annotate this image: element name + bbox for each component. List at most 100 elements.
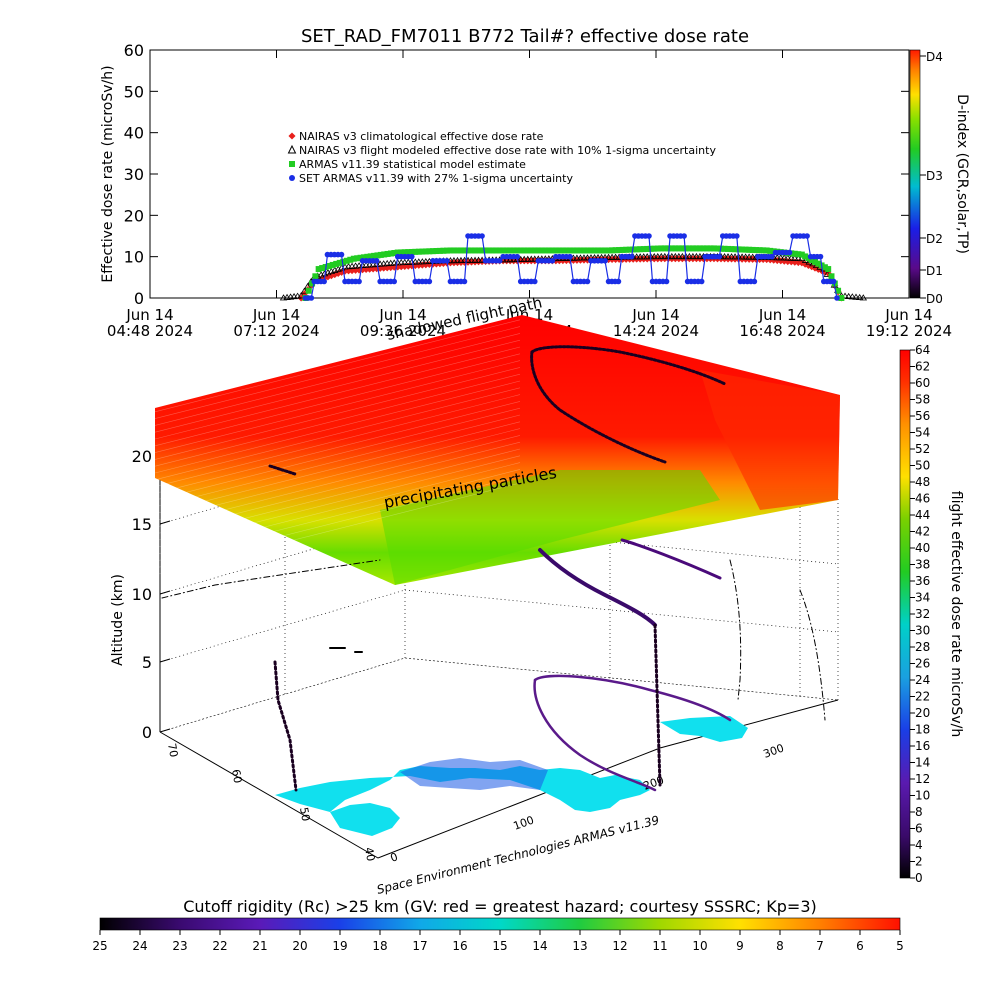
point-armas-model [647, 245, 654, 252]
point-set-armas [698, 278, 705, 285]
point-armas-model [626, 246, 633, 253]
x-tick-time: 19:12 2024 [866, 322, 952, 340]
point-armas-model [623, 246, 630, 253]
slab-stripe [154, 462, 521, 555]
point-armas-model [714, 245, 721, 252]
y-tick-label: 30 [124, 165, 144, 184]
point-armas-model [633, 246, 640, 253]
point-armas-model [668, 245, 675, 252]
altitude-axis-label: Altitude (km) [110, 574, 126, 666]
cutoff-rigidity-colorbar-panel: Cutoff rigidity (Rc) >25 km (GV: red = g… [92, 897, 903, 953]
dose-colorbar-tick-label: 50 [915, 459, 930, 473]
d-index-axis: D0 D1 D2 D3 D4 [920, 50, 943, 306]
point-armas-model [507, 247, 514, 254]
point-armas-model [415, 248, 422, 255]
cutoff-tick-label: 23 [172, 939, 187, 953]
point-armas-model [728, 246, 735, 253]
slab-stripe [154, 455, 521, 549]
d-index-colorbar [909, 49, 921, 299]
point-nairas-flight [678, 252, 687, 260]
d-index-tick-label: D2 [926, 232, 943, 246]
point-armas-model [384, 250, 391, 257]
altitude-tick [159, 520, 171, 525]
point-armas-model [835, 287, 842, 294]
point-nairas-flight [675, 252, 683, 260]
point-armas-model [812, 258, 819, 265]
slab-stripe [154, 319, 521, 413]
point-armas-model [791, 250, 798, 257]
point-set-armas [681, 233, 687, 239]
dose-colorbar-tick-label: 62 [915, 360, 930, 374]
point-armas-model [531, 247, 538, 254]
point-armas-model [312, 273, 319, 280]
dose-colorbar-tick-label: 10 [915, 789, 930, 803]
point-armas-model [374, 252, 381, 259]
slab-stripe [154, 414, 521, 508]
point-armas-model [651, 245, 658, 252]
legend-marker [287, 144, 297, 154]
x-tick-day: Jun 14 [758, 306, 806, 324]
landmass-outline [400, 758, 548, 790]
point-armas-model [584, 247, 591, 254]
altitude-ticks: 0 5 10 15 20 [132, 447, 171, 742]
point-armas-model [591, 247, 598, 254]
point-armas-model [682, 245, 689, 252]
dose-colorbar-tick-label: 0 [915, 871, 923, 885]
point-armas-model [725, 245, 732, 252]
point-nairas-flight [661, 252, 669, 260]
point-armas-model [340, 258, 347, 265]
point-nairas-flight [636, 253, 644, 260]
x-tick-day: Jun 14 [252, 306, 300, 324]
altitude-tick [159, 658, 171, 663]
point-armas-model [828, 273, 835, 280]
point-armas-model [619, 246, 626, 253]
point-armas-model [309, 280, 316, 287]
x-tick-day: Jun 14 [125, 306, 173, 324]
point-armas-model [447, 247, 454, 254]
point-armas-model [815, 260, 822, 267]
slab-stripe [154, 448, 521, 542]
dose-colorbar-tick-label: 56 [915, 409, 930, 423]
slab-stripe [154, 394, 521, 487]
point-nairas-flight [457, 256, 465, 264]
dose-colorbar-tick-label: 60 [915, 376, 930, 390]
floor-map [275, 716, 748, 836]
point-nairas-flight [643, 253, 651, 260]
slab-green-zone [380, 470, 720, 585]
point-armas-model [517, 247, 524, 254]
point-armas-model [329, 261, 336, 268]
point-armas-model [510, 247, 517, 254]
altitude-tick-label: 15 [132, 515, 152, 534]
point-armas-model [563, 247, 570, 254]
altitude-tick-label: 10 [132, 585, 152, 604]
point-armas-model [693, 245, 700, 252]
legend-marker [289, 175, 295, 181]
latitude-tick-label: 60 [229, 768, 244, 784]
slab-stripe [154, 380, 521, 474]
slab-stripe [154, 407, 521, 501]
point-armas-model [360, 254, 367, 261]
point-armas-model [315, 266, 322, 273]
point-armas-model [394, 249, 401, 256]
point-nairas-flight [654, 252, 662, 260]
cutoff-tick-label: 14 [532, 939, 547, 953]
point-armas-model [661, 245, 668, 252]
dose-colorbar-tick-label: 64 [915, 343, 930, 357]
altitude-tick [159, 590, 171, 595]
point-armas-model [381, 251, 388, 258]
point-armas-model [696, 245, 703, 252]
dose-colorbar-tick-label: 38 [915, 558, 930, 572]
point-armas-model [401, 249, 408, 256]
slab-stripe [154, 482, 521, 576]
point-nairas-flight [859, 294, 868, 301]
path-shadow-far [799, 589, 826, 721]
cutoff-tick-label: 22 [212, 939, 227, 953]
point-armas-model [472, 247, 479, 254]
point-armas-model [475, 247, 482, 254]
cutoff-tick-label: 17 [412, 939, 427, 953]
legend-marker [289, 161, 295, 167]
point-armas-model [429, 248, 436, 255]
y-tick-label: 10 [124, 248, 144, 267]
dose-colorbar-tick-label: 52 [915, 442, 930, 456]
longitude-tick-label: 0 [389, 850, 400, 865]
